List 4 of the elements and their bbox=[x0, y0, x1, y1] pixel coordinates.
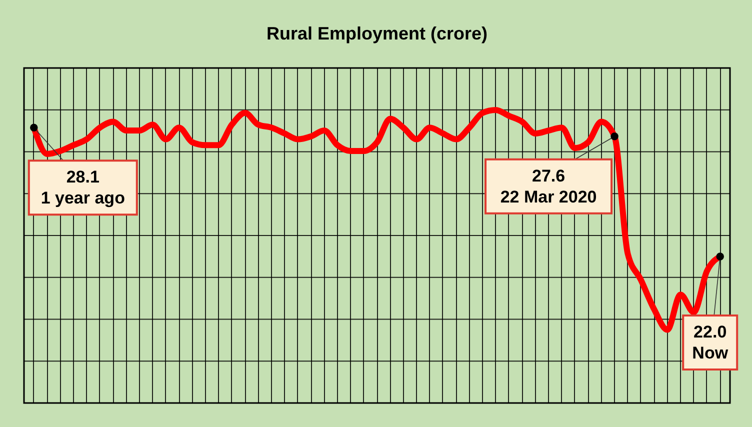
annotation: 22.0 Now bbox=[692, 322, 729, 362]
chart-title: Rural Employment (crore) bbox=[266, 24, 488, 44]
annotation: 28.1 1 year ago bbox=[40, 168, 125, 208]
annotation: 27.6 22 Mar 2020 bbox=[500, 166, 597, 206]
